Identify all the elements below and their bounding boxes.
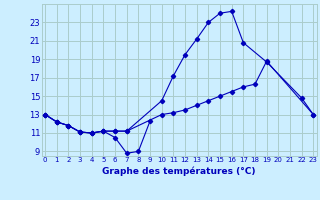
X-axis label: Graphe des températures (°C): Graphe des températures (°C) [102, 166, 256, 176]
